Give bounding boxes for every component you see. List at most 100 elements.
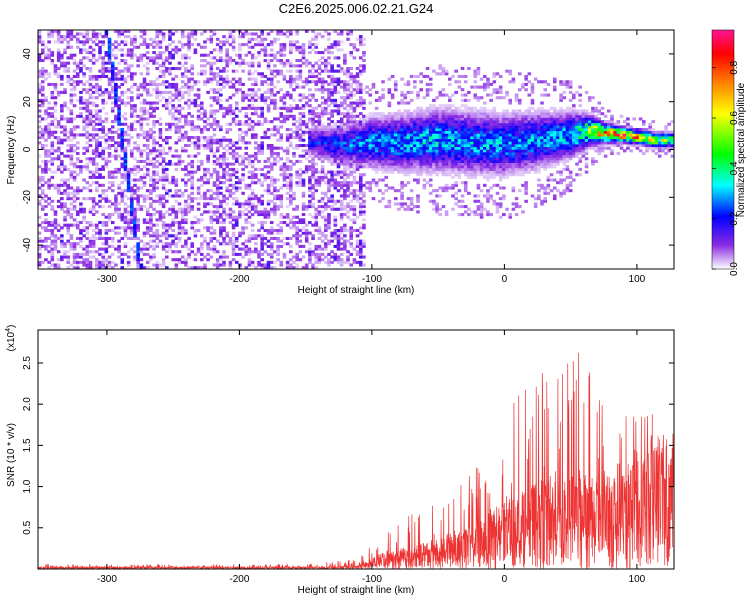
spectrogram-cell: [298, 72, 303, 76]
spectrogram-cell: [419, 130, 423, 134]
spectrogram-cell: [384, 146, 388, 150]
spectrogram-cell: [279, 244, 284, 248]
spectrogram-cell: [327, 37, 331, 41]
spectrogram-cell: [362, 149, 366, 153]
spectrogram-cell: [199, 130, 204, 134]
spectrogram-cell: [324, 48, 328, 52]
spectrogram-cell: [355, 146, 360, 150]
spectrogram-cell: [142, 266, 147, 269]
spectrogram-cell: [75, 189, 80, 193]
spectrogram-cell: [215, 109, 220, 113]
spectrogram-cell: [79, 114, 83, 118]
spectrogram-cell: [413, 128, 417, 132]
spectrogram-cell: [110, 244, 115, 248]
spectrogram-cell: [177, 231, 182, 235]
spectrogram-cell: [247, 221, 252, 225]
spectrogram-cell: [425, 151, 430, 156]
spectrogram-cell: [126, 236, 131, 240]
spectrogram-cell: [158, 178, 163, 182]
spectrogram-cell: [269, 128, 274, 132]
spectrogram-cell: [368, 88, 373, 92]
spectrogram-cell: [295, 215, 299, 219]
spectrogram-cell: [212, 112, 217, 116]
spectrogram-cell: [206, 210, 210, 214]
spectrogram-cell: [177, 117, 182, 121]
spectrogram-cell: [184, 260, 188, 264]
spectrogram-cell: [130, 48, 134, 52]
spectrogram-cell: [250, 260, 255, 264]
spectrogram-cell: [120, 258, 125, 262]
spectrogram-cell: [152, 146, 156, 150]
spectrogram-cell: [276, 130, 280, 134]
spectrogram-cell: [56, 250, 61, 254]
spectrogram-cell: [289, 165, 293, 169]
spectrogram-cell: [82, 197, 86, 201]
spectrogram-cell: [95, 82, 99, 86]
spectrogram-cell: [285, 61, 290, 65]
spectrogram-cell: [273, 85, 277, 89]
spectrogram-cell: [304, 234, 309, 238]
spectrogram-cell: [352, 117, 357, 121]
spectrogram-cell: [63, 90, 67, 94]
spectrogram-cell: [231, 117, 236, 121]
spectrogram-cell: [320, 136, 325, 140]
spectrogram-cell: [298, 133, 303, 137]
spectrogram-cell: [203, 236, 207, 240]
spectrogram-cell: [174, 244, 179, 248]
spectrogram-cell: [387, 125, 392, 129]
spectrogram-cell: [378, 143, 382, 148]
spectrogram-cell: [184, 82, 188, 86]
spectrogram-cell: [317, 130, 322, 134]
spectrogram-cell: [349, 146, 354, 150]
spectrogram-cell: [355, 66, 360, 71]
spectrogram-cell: [298, 221, 303, 225]
spectrogram-cell: [165, 101, 169, 105]
spectrogram-cell: [44, 117, 48, 121]
spectrogram-cell: [149, 136, 153, 140]
spectrogram-cell: [101, 59, 105, 63]
spectrogram-cell: [247, 88, 252, 92]
spectrogram-cell: [168, 66, 172, 71]
spectrogram-cell: [69, 213, 74, 217]
spectrogram-cell: [339, 141, 344, 145]
spectrogram-cell: [355, 199, 360, 203]
spectrogram-cell: [104, 250, 109, 254]
spectrogram-cell: [308, 252, 312, 256]
spectrogram-cell: [145, 66, 150, 71]
spectrogram-cell: [104, 32, 109, 36]
spectrogram-cell: [355, 82, 360, 86]
spectrogram-cell: [330, 170, 334, 174]
spectrogram-cell: [358, 136, 363, 140]
spectrogram-cell: [371, 159, 376, 163]
spectrogram-cell: [184, 69, 188, 73]
spectrogram-cell: [126, 133, 131, 137]
spectrogram-cell: [295, 231, 299, 235]
spectrogram-cell: [142, 136, 147, 140]
spectrogram-cell: [180, 114, 185, 118]
spectrogram-cell: [168, 149, 172, 153]
spectrogram-cell: [346, 120, 350, 124]
spectrogram-cell: [314, 82, 319, 86]
spectrogram-cell: [339, 231, 344, 235]
spectrogram-cell: [317, 226, 322, 230]
spectrogram-cell: [419, 154, 423, 158]
spectrogram-cell: [406, 125, 411, 129]
spectrogram-cell: [381, 170, 385, 174]
spectrogram-cell: [406, 80, 411, 84]
spectrogram-cell: [269, 149, 274, 153]
spectrogram-cell: [279, 221, 284, 225]
spectrogram-cell: [104, 260, 109, 264]
spectrogram-cell: [190, 197, 195, 201]
spectrogram-cell: [98, 48, 102, 52]
spectrogram-cell: [88, 82, 93, 86]
spectrogram-cell: [56, 199, 61, 203]
spectrogram-cell: [295, 106, 299, 110]
spectrogram-cell: [282, 106, 287, 110]
spectrogram-cell: [308, 202, 312, 206]
spectrogram-cell: [75, 210, 80, 214]
spectrogram-cell: [222, 228, 226, 233]
spectrogram-cell: [374, 136, 379, 140]
spectrogram-cell: [244, 32, 249, 36]
spectrogram-cell: [85, 162, 90, 166]
spectrogram-cell: [222, 194, 226, 198]
